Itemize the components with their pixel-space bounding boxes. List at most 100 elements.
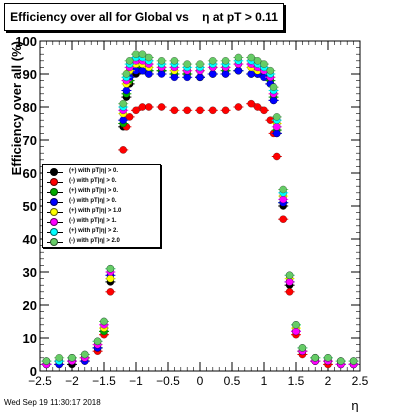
legend-marker xyxy=(50,198,58,206)
data-point xyxy=(157,56,166,65)
data-point xyxy=(138,50,147,59)
data-point xyxy=(292,320,300,329)
data-point xyxy=(234,66,243,75)
data-point xyxy=(106,264,115,273)
legend-marker xyxy=(50,168,58,176)
data-point xyxy=(349,357,358,365)
x-tick-label: −2 xyxy=(65,374,79,388)
data-point xyxy=(157,103,166,111)
data-point xyxy=(260,60,268,68)
data-point xyxy=(234,53,243,62)
x-tick-label: 2.5 xyxy=(352,374,369,388)
legend: (+) with pT|η| > 0. (-) with pT|η| > 0. (+… xyxy=(42,164,161,248)
y-tick-label: 80 xyxy=(23,100,37,115)
data-point xyxy=(221,56,230,65)
data-point xyxy=(183,60,192,68)
data-point xyxy=(253,56,262,65)
y-tick-label: 30 xyxy=(23,265,37,280)
data-point xyxy=(234,103,243,111)
data-point xyxy=(269,83,278,92)
legend-label: (+) with pT|η| > 2. xyxy=(69,228,119,234)
y-tick-label: 70 xyxy=(23,133,37,148)
legend-label: (-) with pT|η| > 0. xyxy=(69,198,117,204)
chart-title: Efficiency over all for Global vs η at p… xyxy=(4,3,284,31)
data-point xyxy=(272,152,281,161)
data-point xyxy=(183,73,192,82)
data-point xyxy=(196,60,204,68)
y-tick-label: 40 xyxy=(23,232,37,247)
timestamp: Wed Sep 19 11:30:17 2018 xyxy=(4,398,101,407)
legend-label: (-) with pT|η| > 0. xyxy=(69,178,117,184)
y-axis-label: Efficiency over all (%) xyxy=(9,41,24,175)
x-tick-label: 1 xyxy=(261,374,268,388)
data-point xyxy=(298,344,307,352)
data-point xyxy=(285,271,294,280)
data-point xyxy=(170,56,179,65)
legend-marker xyxy=(50,228,58,236)
data-point xyxy=(125,56,134,65)
legend-item: (+) with pT|η| > 1.0 xyxy=(43,207,160,217)
data-point xyxy=(138,66,147,75)
data-point xyxy=(157,70,166,78)
legend-marker xyxy=(50,178,58,186)
data-point xyxy=(42,357,51,365)
data-point xyxy=(247,99,256,108)
data-point xyxy=(144,53,153,62)
data-point xyxy=(272,129,281,138)
x-tick-label: 0.5 xyxy=(224,374,241,388)
y-tick-label: 20 xyxy=(23,298,37,313)
x-tick-label: 2 xyxy=(325,374,332,388)
data-point xyxy=(208,106,217,115)
legend-item: (-) with pT|η| > 1. xyxy=(43,217,160,227)
data-point xyxy=(279,195,288,204)
data-point xyxy=(266,66,275,75)
y-tick-label: 10 xyxy=(23,331,37,346)
x-tick-label: −0.5 xyxy=(156,374,180,388)
data-point xyxy=(311,353,320,362)
data-point xyxy=(247,53,256,62)
data-point xyxy=(285,287,294,296)
x-tick-label: 0 xyxy=(197,374,204,388)
data-point xyxy=(208,70,217,78)
data-point xyxy=(336,357,345,365)
data-point xyxy=(196,106,204,115)
legend-label: (-) with pT|η| > 1. xyxy=(69,218,117,224)
x-tick-label: −1 xyxy=(129,374,143,388)
data-point xyxy=(170,73,179,82)
y-tick-label: 60 xyxy=(23,166,37,181)
legend-marker xyxy=(50,238,58,246)
x-axis-label: η xyxy=(351,398,358,412)
data-point xyxy=(93,337,102,346)
data-point xyxy=(144,103,153,111)
data-point xyxy=(272,113,281,121)
data-point xyxy=(125,113,134,121)
data-point xyxy=(208,56,217,65)
y-tick-label: 100 xyxy=(15,34,37,49)
x-tick-label: 1.5 xyxy=(288,374,305,388)
data-point xyxy=(170,106,179,115)
data-point xyxy=(132,106,140,115)
data-point xyxy=(68,353,76,362)
data-point xyxy=(106,274,115,283)
x-tick-label: −1.5 xyxy=(92,374,116,388)
legend-marker xyxy=(50,218,58,226)
y-tick-label: 90 xyxy=(23,67,37,82)
legend-label: (+) with pT|η| > 0. xyxy=(69,168,119,174)
data-point xyxy=(285,278,294,286)
legend-label: (+) with pT|η| > 1.0 xyxy=(69,208,122,214)
legend-item: (-) with pT|η| > 0. xyxy=(43,197,160,207)
y-tick-label: 50 xyxy=(23,199,37,214)
x-tick-label: −2.5 xyxy=(28,374,52,388)
data-point xyxy=(55,353,64,362)
legend-marker xyxy=(50,208,58,216)
data-point xyxy=(100,317,108,326)
data-point xyxy=(221,106,230,115)
data-point xyxy=(183,106,192,115)
data-point xyxy=(80,350,89,359)
data-point xyxy=(196,73,204,82)
legend-marker xyxy=(50,188,58,196)
data-point xyxy=(272,122,281,131)
data-point xyxy=(119,116,128,125)
legend-item: (+) with pT|η| > 2. xyxy=(43,227,160,237)
legend-item: (+) with pT|η| > 0. xyxy=(43,187,160,197)
